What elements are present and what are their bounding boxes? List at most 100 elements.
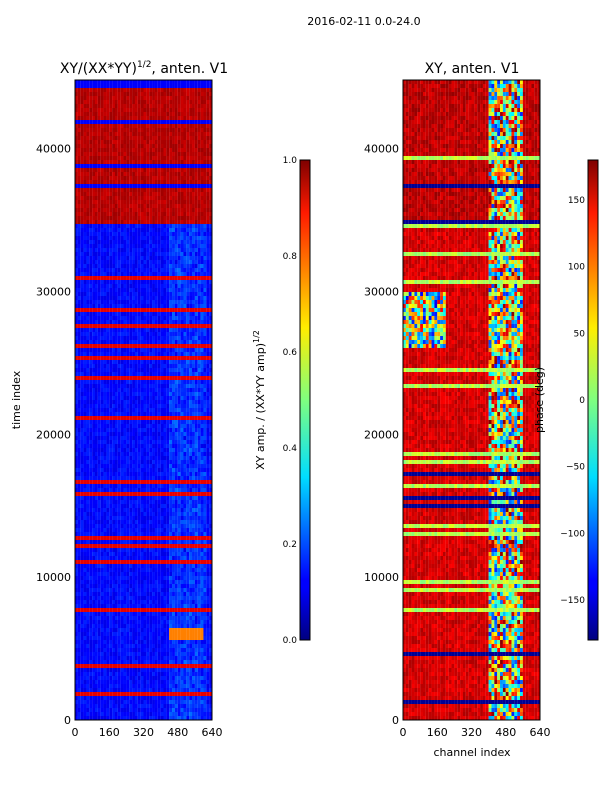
- left-heatmap-cell: [134, 420, 138, 425]
- left-heatmap-cell: [75, 476, 78, 481]
- left-heatmap-cell: [75, 108, 78, 113]
- left-heatmap-cell: [186, 356, 190, 361]
- left-heatmap-cell: [194, 412, 198, 417]
- left-heatmap-cell: [92, 468, 96, 473]
- left-heatmap-cell: [146, 204, 150, 209]
- left-heatmap-cell: [209, 336, 212, 341]
- left-heatmap-cell: [92, 244, 96, 249]
- left-heatmap-cell: [126, 192, 130, 197]
- left-heatmap-cell: [143, 256, 147, 261]
- left-heatmap-cell: [140, 128, 144, 133]
- left-heatmap-cell: [177, 200, 181, 205]
- left-heatmap-cell: [197, 208, 201, 213]
- left-heatmap-cell: [169, 104, 173, 109]
- left-heatmap-cell: [94, 428, 98, 433]
- left-heatmap-cell: [134, 236, 138, 241]
- left-heatmap-cell: [186, 256, 190, 261]
- left-heatmap-cell: [160, 252, 164, 257]
- left-heatmap-cell: [146, 132, 150, 137]
- left-heatmap-cell: [163, 388, 167, 393]
- left-heatmap-cell: [140, 284, 144, 289]
- left-heatmap-cell: [197, 256, 201, 261]
- left-heatmap-cell: [172, 460, 175, 465]
- left-heatmap-cell: [169, 100, 173, 105]
- left-heatmap-cell: [157, 472, 161, 477]
- left-heatmap-cell: [86, 308, 90, 313]
- left-heatmap-cell: [129, 148, 133, 153]
- left-heatmap-cell: [86, 192, 90, 197]
- left-heatmap-cell: [197, 236, 201, 241]
- left-heatmap-cell: [83, 288, 87, 293]
- left-heatmap-cell: [143, 100, 147, 105]
- left-heatmap-cell: [200, 236, 204, 241]
- left-heatmap-cell: [112, 224, 116, 229]
- left-heatmap-cell: [194, 172, 198, 177]
- left-heatmap-cell: [197, 348, 201, 353]
- left-heatmap-cell: [149, 480, 153, 485]
- left-heatmap-cell: [103, 252, 107, 257]
- left-heatmap-cell: [172, 400, 175, 405]
- left-heatmap-cell: [172, 392, 175, 397]
- left-heatmap-cell: [109, 160, 113, 165]
- left-heatmap-cell: [106, 112, 110, 117]
- left-heatmap-cell: [80, 400, 84, 405]
- left-heatmap-cell: [129, 376, 133, 381]
- left-heatmap-cell: [117, 484, 121, 489]
- left-heatmap-cell: [132, 388, 135, 393]
- left-heatmap-cell: [106, 356, 110, 361]
- left-heatmap-cell: [137, 412, 141, 417]
- left-heatmap-cell: [206, 208, 210, 213]
- left-heatmap-cell: [189, 260, 193, 265]
- left-heatmap-cell: [194, 404, 198, 409]
- left-heatmap-cell: [137, 80, 141, 85]
- left-heatmap-cell: [103, 480, 107, 485]
- left-heatmap-cell: [197, 124, 201, 129]
- left-heatmap-cell: [197, 116, 201, 121]
- left-heatmap-cell: [174, 476, 178, 481]
- left-heatmap-cell: [100, 332, 104, 337]
- left-heatmap-cell: [134, 128, 138, 133]
- left-heatmap-cell: [200, 336, 204, 341]
- left-heatmap-cell: [129, 348, 133, 353]
- left-heatmap-cell: [103, 300, 107, 305]
- left-heatmap-cell: [123, 456, 127, 461]
- left-heatmap-cell: [123, 444, 127, 449]
- left-heatmap-cell: [169, 152, 173, 157]
- left-heatmap-cell: [126, 156, 130, 161]
- left-heatmap-cell: [103, 188, 107, 193]
- left-heatmap-cell: [123, 348, 127, 353]
- left-heatmap-cell: [177, 168, 181, 173]
- left-heatmap-cell: [83, 224, 87, 229]
- left-heatmap-cell: [103, 348, 107, 353]
- left-heatmap-cell: [163, 348, 167, 353]
- left-heatmap-cell: [189, 96, 193, 101]
- left-heatmap-cell: [92, 488, 96, 493]
- left-heatmap-cell: [109, 176, 113, 181]
- left-heatmap-cell: [134, 320, 138, 325]
- left-heatmap-cell: [106, 176, 110, 181]
- left-heatmap-cell: [177, 112, 181, 117]
- left-heatmap-cell: [157, 84, 161, 89]
- left-heatmap-cell: [163, 392, 167, 397]
- left-heatmap-cell: [149, 104, 153, 109]
- left-heatmap-cell: [86, 348, 90, 353]
- left-heatmap-cell: [166, 464, 170, 469]
- left-heatmap-cell: [152, 340, 155, 345]
- left-heatmap-cell: [186, 352, 190, 357]
- left-heatmap-cell: [89, 144, 93, 149]
- left-heatmap-cell: [206, 116, 210, 121]
- left-heatmap-cell: [112, 140, 116, 145]
- left-heatmap-cell: [194, 296, 198, 301]
- left-heatmap-cell: [100, 412, 104, 417]
- left-heatmap-cell: [137, 372, 141, 377]
- left-heatmap-cell: [203, 348, 207, 353]
- left-heatmap-cell: [114, 116, 118, 121]
- left-heatmap-cell: [112, 272, 116, 277]
- left-heatmap-cell: [114, 492, 118, 497]
- left-heatmap-cell: [140, 388, 144, 393]
- left-heatmap-cell: [192, 144, 195, 149]
- left-heatmap-cell: [149, 248, 153, 253]
- left-heatmap-cell: [163, 140, 167, 145]
- left-heatmap-cell: [123, 164, 127, 169]
- left-heatmap-cell: [209, 152, 212, 157]
